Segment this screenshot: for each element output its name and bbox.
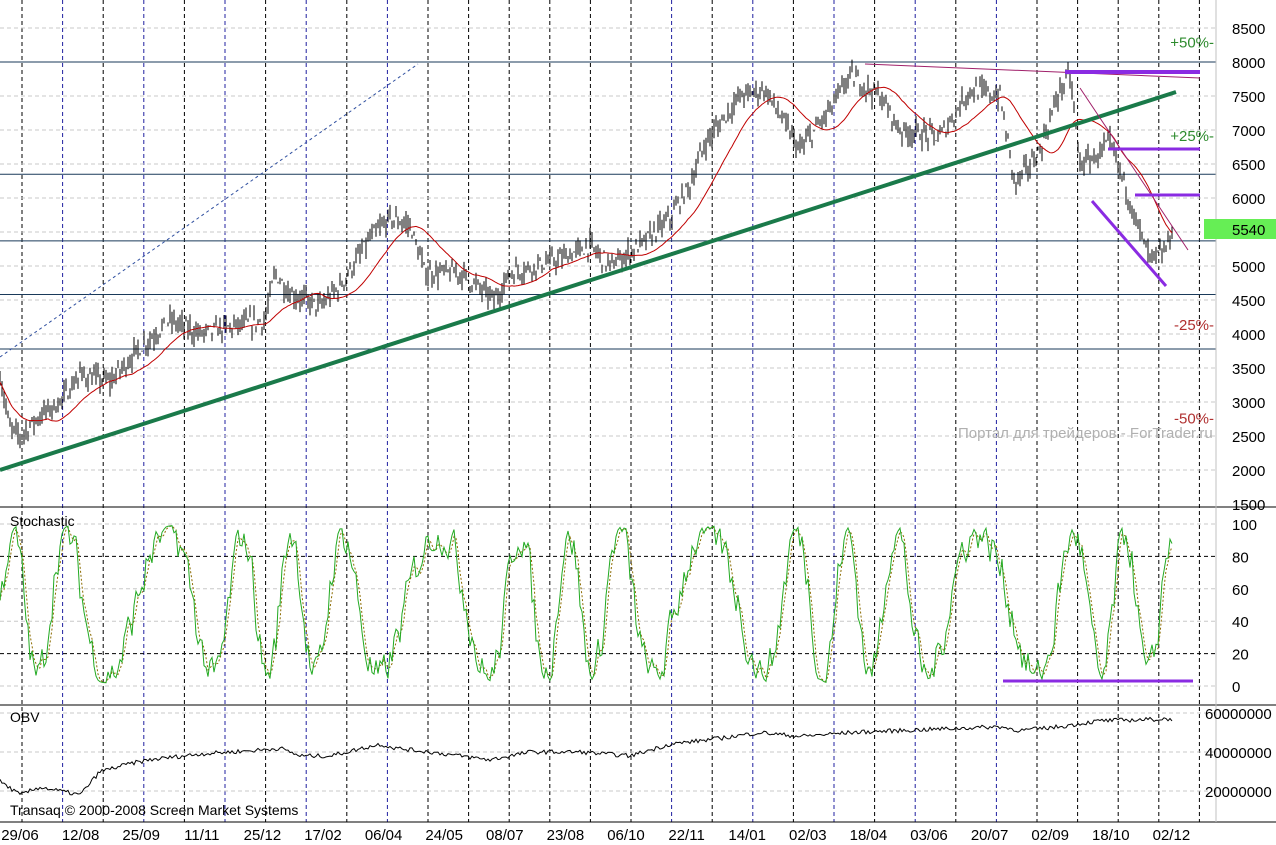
- stochastic-tick-label: 80: [1232, 549, 1249, 566]
- percent-level-label: +25%-: [1170, 128, 1214, 145]
- dashed-trendline: [0, 63, 419, 358]
- date-tick-label: 29/06: [1, 827, 39, 844]
- date-tick-label: 18/04: [850, 827, 888, 844]
- stochastic-tick-label: 60: [1232, 582, 1249, 599]
- date-tick-label: 23/08: [547, 827, 585, 844]
- downtrend-thin-line: [1079, 87, 1189, 251]
- price-tick-label: 4000: [1232, 327, 1265, 344]
- stochastic-k-line: [0, 525, 1173, 684]
- price-bars: [0, 59, 1173, 449]
- date-tick-label: 25/12: [244, 827, 282, 844]
- date-tick-label: 20/07: [971, 827, 1009, 844]
- price-tick-label: 2000: [1232, 463, 1265, 480]
- date-tick-label: 22/11: [668, 827, 704, 844]
- price-tick-label: 6500: [1232, 157, 1265, 174]
- date-tick-label: 02/12: [1153, 827, 1191, 844]
- last-price-label: 5540: [1232, 222, 1265, 239]
- percent-level-label: -25%-: [1174, 317, 1214, 334]
- price-tick-label: 6000: [1232, 191, 1265, 208]
- date-tick-label: 06/04: [365, 827, 403, 844]
- stochastic-tick-label: 40: [1232, 614, 1249, 631]
- date-tick-label: 08/07: [486, 827, 524, 844]
- price-tick-label: 8000: [1232, 55, 1265, 72]
- price-tick-label: 7500: [1232, 89, 1265, 106]
- price-tick-label: 1500: [1232, 497, 1265, 514]
- stochastic-d-line: [0, 525, 1173, 684]
- obv-tick-label: 20000000: [1205, 784, 1272, 801]
- price-panel: [0, 59, 1201, 472]
- grid: [0, 0, 1216, 822]
- percent-level-label: -50%-: [1174, 411, 1214, 428]
- obv-panel: [0, 716, 1173, 796]
- stochastic-title: Stochastic: [10, 513, 75, 529]
- price-tick-label: 2500: [1232, 429, 1265, 446]
- date-tick-label: 24/05: [425, 827, 463, 844]
- falling-channel: [1090, 200, 1168, 287]
- date-tick-label: 11/11: [184, 827, 219, 844]
- price-tick-label: 3500: [1232, 361, 1265, 378]
- date-tick-label: 02/03: [789, 827, 827, 844]
- price-tick-label: 7000: [1232, 123, 1265, 140]
- support-trendline: [0, 90, 1177, 472]
- stochastic-tick-label: 20: [1232, 647, 1249, 664]
- date-tick-label: 06/10: [607, 827, 645, 844]
- obv-title: OBV: [10, 709, 40, 725]
- watermark: Портал для трейдеров - ForTrader.ru: [958, 425, 1213, 442]
- obv-line: [0, 716, 1173, 796]
- obv-tick-label: 40000000: [1205, 745, 1272, 762]
- copyright: Transaq © 2000-2008 Screen Market System…: [10, 802, 298, 818]
- stochastic-tick-label: 0: [1232, 679, 1240, 696]
- stochastic-panel: [0, 525, 1193, 684]
- date-tick-label: 17/02: [304, 827, 342, 844]
- obv-tick-label: 60000000: [1205, 706, 1272, 723]
- date-tick-label: 18/10: [1092, 827, 1130, 844]
- stochastic-tick-label: 100: [1232, 517, 1257, 534]
- price-tick-label: 3000: [1232, 395, 1265, 412]
- upper-resistance-thin-line: [864, 63, 1201, 79]
- date-tick-label: 02/09: [1031, 827, 1069, 844]
- percent-level-label: +50%-: [1170, 35, 1214, 52]
- price-tick-label: 4500: [1232, 293, 1265, 310]
- date-tick-label: 14/01: [728, 827, 766, 844]
- price-tick-label: 8500: [1232, 21, 1265, 38]
- moving-average-line: [0, 86, 1173, 422]
- date-tick-label: 25/09: [122, 827, 160, 844]
- date-tick-label: 12/08: [62, 827, 100, 844]
- date-tick-label: 03/06: [910, 827, 948, 844]
- last-price-highlight: [1204, 219, 1276, 239]
- price-tick-label: 5000: [1232, 259, 1265, 276]
